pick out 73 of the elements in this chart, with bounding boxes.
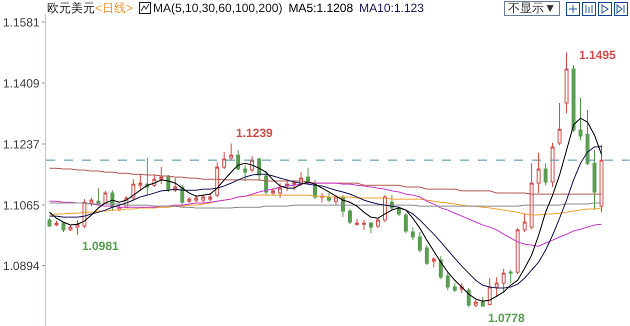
candlestick: [432, 256, 436, 268]
candlestick: [578, 98, 583, 141]
candlestick: [236, 150, 240, 170]
candlestick: [502, 268, 506, 292]
candlestick: [229, 142, 234, 161]
candlestick: [508, 269, 513, 284]
candlestick: [152, 174, 156, 188]
candlestick: [446, 272, 450, 291]
candlestick: [424, 244, 429, 266]
candlestick: [362, 219, 366, 230]
candlestick: [159, 166, 164, 185]
candlestick: [243, 164, 248, 182]
candlestick: [187, 196, 192, 204]
y-tick-label: 1.1065: [2, 198, 40, 212]
candlestick: [410, 226, 415, 241]
y-tick-label: 1.1581: [2, 15, 40, 30]
candlestick: [536, 152, 541, 194]
candlestick: [145, 157, 150, 196]
chart-subtitle: <日线>: [95, 1, 134, 15]
candlestick: [62, 222, 66, 233]
text: 1.1495: [579, 48, 616, 62]
candlestick: [586, 110, 590, 166]
candlestick: [396, 206, 401, 217]
candlestick: [89, 198, 94, 207]
annotation: MA(5,10,30,60,100,200): [153, 1, 282, 15]
candlestick: [348, 208, 352, 225]
candlestick: [438, 256, 443, 280]
candlestick: [278, 182, 282, 199]
y-tick-label: 1.1409: [2, 76, 40, 90]
candlestick: [215, 162, 220, 198]
candlestick: [488, 278, 492, 306]
candlestick: [522, 212, 527, 233]
candlestick: [138, 174, 142, 191]
candlestick: [550, 142, 555, 188]
candlestick: [544, 162, 548, 186]
y-tick-label: 1.0894: [2, 258, 40, 273]
text: MA5:1.1208: [288, 1, 354, 15]
candlestick: [271, 188, 276, 196]
line-series: [48, 168, 602, 195]
annotation: 不显示▼: [504, 1, 560, 16]
candlestick: [418, 232, 422, 253]
text: MA10:1.123: [359, 1, 424, 15]
candlestick: [68, 224, 72, 232]
text: 1.1239: [236, 126, 273, 140]
candlestick: [558, 102, 562, 146]
candlestick: [600, 144, 604, 213]
candlestick: [131, 178, 136, 201]
candlestick: [48, 218, 52, 228]
candlestick: [564, 52, 569, 114]
line-series: [48, 118, 602, 302]
y-tick-label: 1.1237: [2, 137, 40, 152]
text: 1.0778: [488, 311, 525, 325]
candlestick: [222, 151, 226, 170]
text: 1.0981: [82, 239, 119, 253]
line-series: [48, 146, 602, 289]
candlestick: [516, 228, 520, 275]
candlestick: [96, 188, 100, 206]
candlestick: [208, 192, 212, 202]
candlestick: [75, 219, 80, 236]
candlestick: [592, 150, 596, 211]
candlestick: [368, 222, 373, 234]
candlestick: [376, 218, 380, 229]
candlestick: [452, 282, 457, 292]
line-series: [48, 194, 602, 216]
chart-title: 欧元美元: [47, 1, 95, 15]
candlestick: [194, 194, 198, 203]
candlestick: [54, 220, 58, 227]
candlestick: [572, 64, 576, 133]
candlestick: [530, 162, 534, 230]
candlestick: [460, 282, 464, 294]
candlestick: [494, 276, 499, 298]
candlestick: [354, 218, 359, 227]
candlestick: [404, 212, 408, 234]
